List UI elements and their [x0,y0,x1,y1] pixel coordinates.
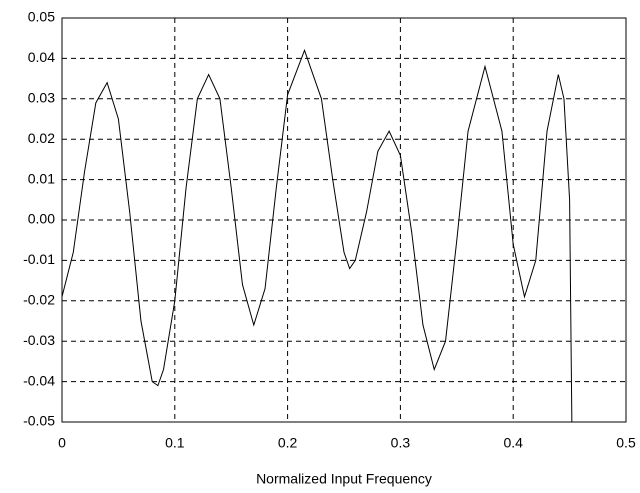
y-tick-label: 0.02 [28,130,55,146]
x-tick-label: 0.5 [616,435,636,451]
y-tick-label: 0.04 [28,49,55,65]
y-tick-label: -0.05 [23,413,55,429]
x-tick-label: 0.1 [165,435,185,451]
plot-frame [61,17,627,423]
y-tick-label: 0.03 [28,90,55,106]
x-tick-label: 0.3 [391,435,411,451]
x-tick-label: 0.2 [278,435,298,451]
y-tick-label: -0.02 [23,292,55,308]
y-tick-label: 0.00 [28,211,55,227]
y-tick-label: 0.01 [28,170,55,186]
y-tick-label: 0.05 [28,9,55,25]
x-axis-label: Normalized Input Frequency [256,471,432,487]
data-line [61,48,573,423]
y-tick-label: -0.04 [23,372,55,388]
y-tick-label: -0.03 [23,332,55,348]
y-tick-label: -0.01 [23,251,55,267]
x-tick-label: 0.4 [503,435,523,451]
x-tick-label: 0 [58,435,66,451]
